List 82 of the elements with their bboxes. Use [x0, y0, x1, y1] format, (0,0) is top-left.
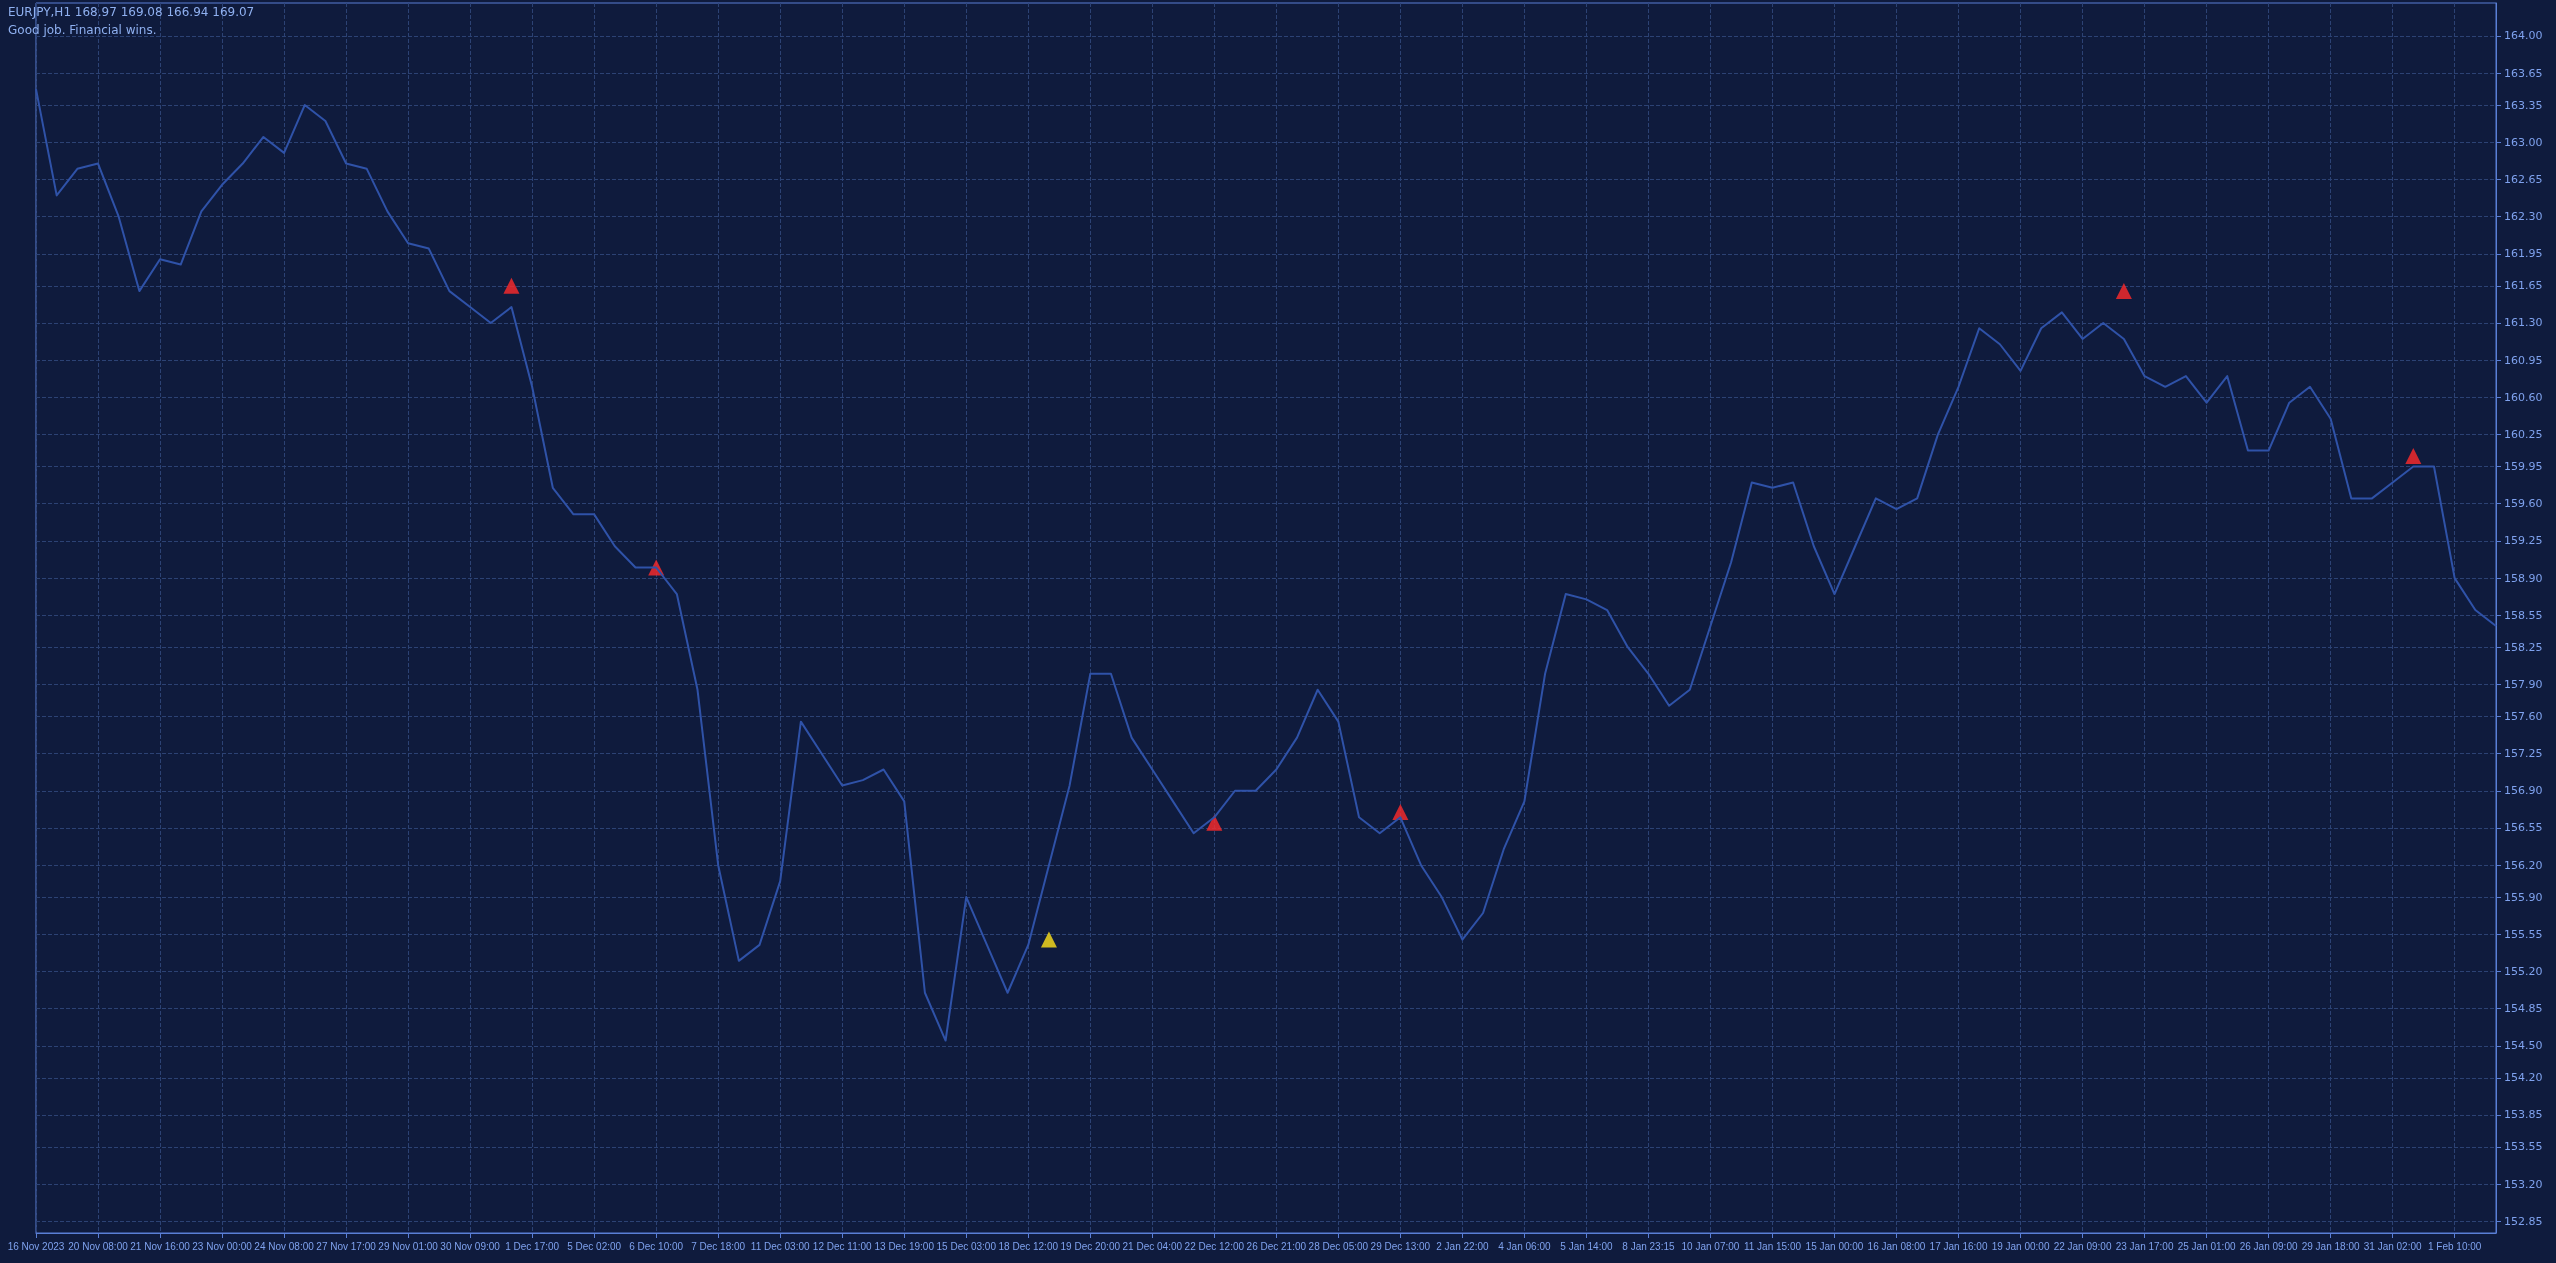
- y-tick-label: 153.20: [2504, 1177, 2543, 1191]
- x-tick-label: 29 Dec 13:00: [1370, 1240, 1431, 1252]
- point: [2115, 283, 2132, 300]
- annotation: Good job. Financial wins.: [8, 22, 158, 39]
- y-tick-label: 154.50: [2504, 1039, 2543, 1053]
- x-tick-label: 21 Nov 16:00: [130, 1240, 191, 1252]
- x-tick-label: 17 Jan 16:00: [1929, 1240, 1988, 1252]
- x-tick-label: 29 Jan 18:00: [2301, 1240, 2360, 1252]
- y-tick-label: 158.25: [2504, 640, 2543, 654]
- y-tick-label: 156.90: [2504, 784, 2543, 798]
- y-tick-label: 164.00: [2504, 29, 2543, 43]
- y-tick-label: 155.90: [2504, 890, 2543, 904]
- chart-title: EURJPY,H1 168.97 169.08 166.94 169.07: [8, 4, 255, 21]
- x-tick-label: 22 Jan 09:00: [2053, 1240, 2112, 1252]
- x-tick-label: 25 Jan 01:00: [2177, 1240, 2236, 1252]
- y-tick-label: 162.65: [2504, 172, 2543, 186]
- y-tick-label: 158.90: [2504, 571, 2543, 585]
- x-tick-label: 10 Jan 07:00: [1681, 1240, 1740, 1252]
- x-tick-label: 23 Jan 17:00: [2115, 1240, 2174, 1252]
- x-tick-label: 28 Dec 05:00: [1308, 1240, 1369, 1252]
- y-tick-label: 155.20: [2504, 964, 2543, 978]
- y-tick-label: 163.35: [2504, 98, 2543, 112]
- y-tick-label: 157.60: [2504, 709, 2543, 723]
- y-tick-label: 160.25: [2504, 428, 2543, 442]
- line-series: [35, 88, 2497, 1042]
- x-tick-label: 21 Dec 04:00: [1122, 1240, 1183, 1252]
- y-tick-label: 161.65: [2504, 279, 2543, 293]
- x-tick-label: 26 Jan 09:00: [2239, 1240, 2298, 1252]
- y-tick-label: 153.85: [2504, 1108, 2543, 1122]
- x-tick-label: 23 Nov 00:00: [192, 1240, 253, 1252]
- point: [1206, 814, 1223, 831]
- point: [2405, 447, 2422, 464]
- x-tick-label: 16 Jan 08:00: [1867, 1240, 1926, 1252]
- x-tick-label: 27 Nov 17:00: [316, 1240, 377, 1252]
- x-tick-label: 1 Feb 10:00: [2427, 1240, 2482, 1252]
- y-tick-label: 155.55: [2504, 927, 2543, 941]
- x-tick-label: 22 Dec 12:00: [1184, 1240, 1245, 1252]
- x-tick-label: 15 Jan 00:00: [1805, 1240, 1864, 1252]
- x-tick-label: 2 Jan 22:00: [1436, 1240, 1489, 1252]
- y-tick-label: 156.55: [2504, 821, 2543, 835]
- y-tick-label: 159.60: [2504, 497, 2543, 511]
- x-tick-label: 13 Dec 19:00: [874, 1240, 935, 1252]
- y-tick-label: 161.95: [2504, 247, 2543, 261]
- y-tick-label: 162.30: [2504, 210, 2543, 224]
- y-tick-label: 160.60: [2504, 390, 2543, 404]
- x-tick-label: 1 Dec 17:00: [505, 1240, 560, 1252]
- y-tick-label: 154.20: [2504, 1071, 2543, 1085]
- x-tick-label: 4 Jan 06:00: [1498, 1240, 1551, 1252]
- x-tick-label: 24 Nov 08:00: [254, 1240, 315, 1252]
- x-tick-label: 29 Nov 01:00: [378, 1240, 439, 1252]
- x-tick-label: 19 Jan 00:00: [1991, 1240, 2050, 1252]
- x-tick-label: 26 Dec 21:00: [1246, 1240, 1307, 1252]
- x-tick-label: 11 Jan 15:00: [1743, 1240, 1802, 1252]
- y-tick-label: 163.65: [2504, 66, 2543, 80]
- x-tick-label: 11 Dec 03:00: [750, 1240, 811, 1252]
- x-tick-label: 5 Dec 02:00: [567, 1240, 622, 1252]
- x-tick-label: 7 Dec 18:00: [691, 1240, 746, 1252]
- x-tick-label: 5 Jan 14:00: [1560, 1240, 1613, 1252]
- x-tick-label: 8 Jan 23:15: [1622, 1240, 1676, 1252]
- point: [503, 277, 520, 294]
- point: [1040, 931, 1057, 948]
- x-tick-label: 16 Nov 2023: [7, 1240, 65, 1252]
- y-tick-label: 161.30: [2504, 316, 2543, 330]
- y-tick-label: 154.85: [2504, 1002, 2543, 1016]
- y-tick-label: 157.25: [2504, 747, 2543, 761]
- y-tick-label: 157.90: [2504, 677, 2543, 691]
- y-tick-label: 158.55: [2504, 608, 2543, 622]
- y-tick-label: 156.20: [2504, 858, 2543, 872]
- x-tick-label: 30 Nov 09:00: [440, 1240, 501, 1252]
- x-tick-label: 19 Dec 20:00: [1060, 1240, 1121, 1252]
- y-tick-label: 160.95: [2504, 353, 2543, 367]
- y-tick-label: 159.25: [2504, 534, 2543, 548]
- x-tick-label: 20 Nov 08:00: [68, 1240, 129, 1252]
- y-tick-label: 159.95: [2504, 460, 2543, 474]
- y-tick-label: 163.00: [2504, 135, 2543, 149]
- y-tick-label: 153.55: [2504, 1140, 2543, 1154]
- x-tick-label: 18 Dec 12:00: [998, 1240, 1059, 1252]
- x-tick-label: 6 Dec 10:00: [629, 1240, 684, 1252]
- x-tick-label: 12 Dec 11:00: [812, 1240, 873, 1252]
- x-tick-label: 15 Dec 03:00: [936, 1240, 997, 1252]
- x-tick-label: 31 Jan 02:00: [2363, 1240, 2422, 1252]
- y-tick-label: 152.85: [2504, 1214, 2543, 1228]
